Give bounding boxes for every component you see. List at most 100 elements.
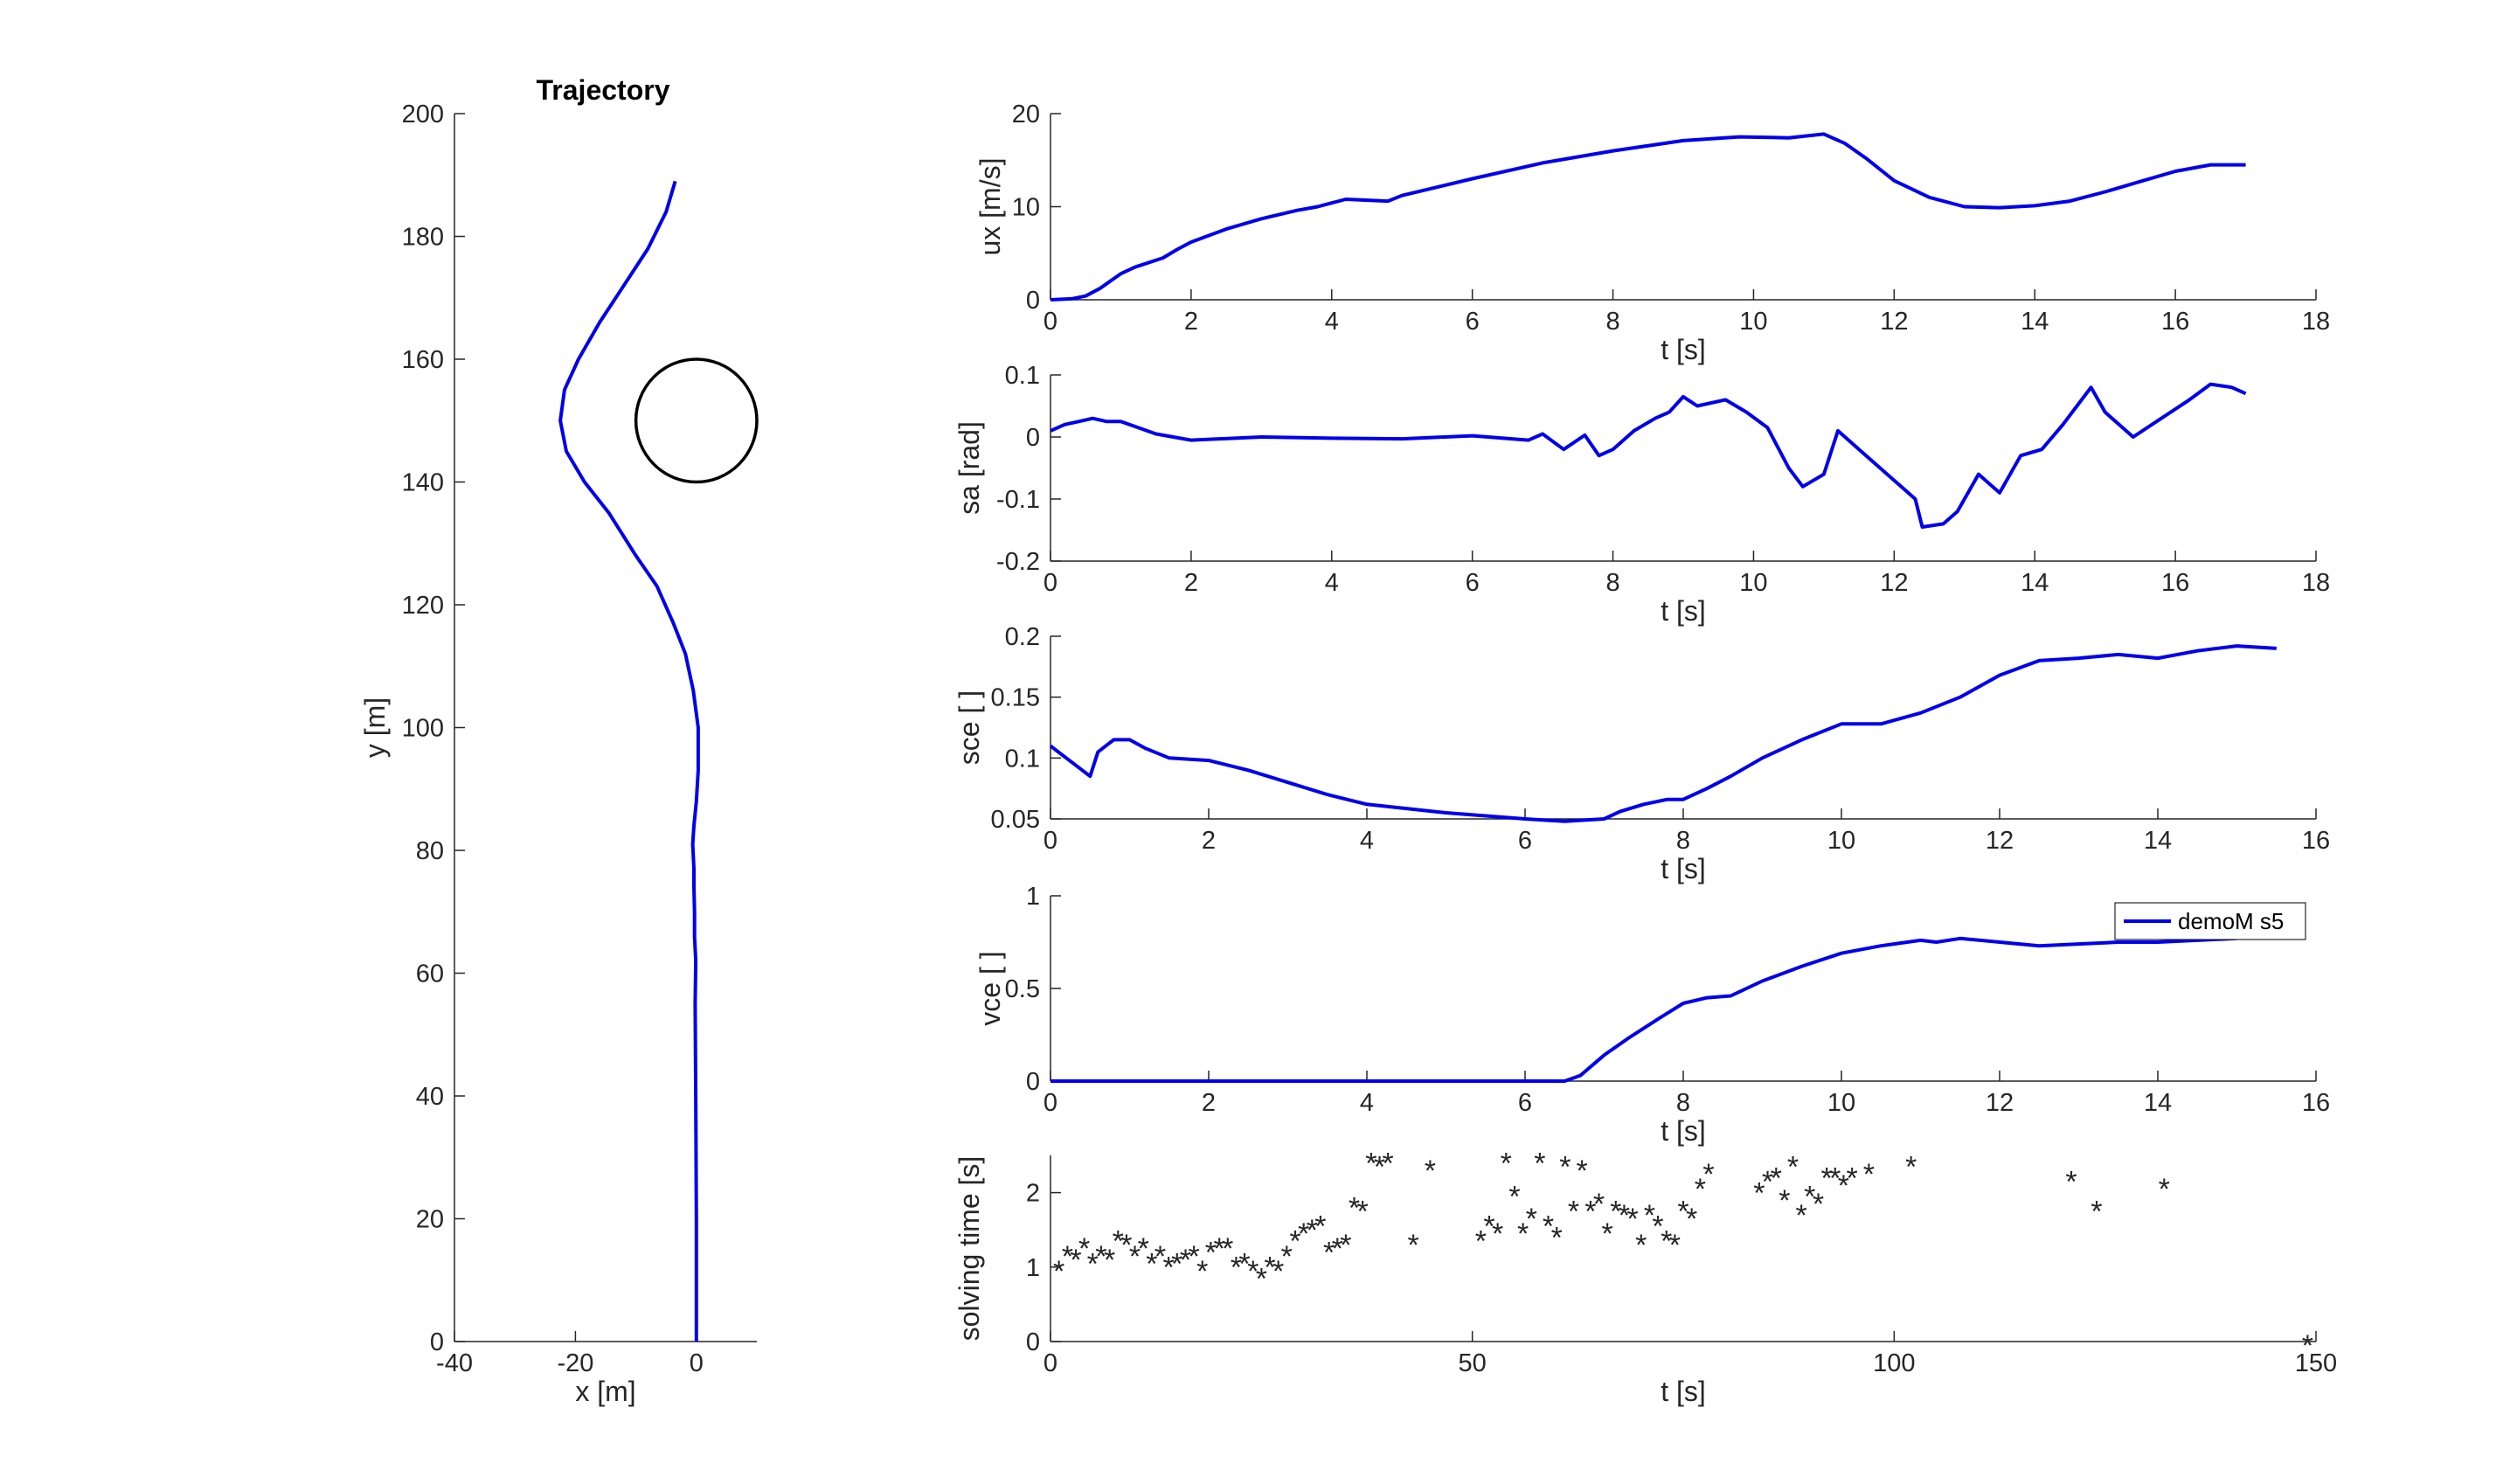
scatter-point: * <box>1323 1237 1335 1270</box>
y-tick-label: 2 <box>1026 1180 1040 1208</box>
sce-plot: 0 2 4 6 8 10 12 14 16 0.05 0.1 0.15 0.2 t [s] sce [ ] <box>953 623 2330 884</box>
y-tick-label: 160 <box>402 346 444 374</box>
scatter-point: * <box>1171 1247 1182 1280</box>
y-tick-label: 0.1 <box>1005 745 1040 773</box>
scatter-point: * <box>1863 1158 1875 1191</box>
y-tick-label: 10 <box>1012 194 1040 222</box>
scatter-point: * <box>1568 1196 1579 1229</box>
scatter-point: * <box>1340 1229 1351 1262</box>
scatter-point: * <box>1702 1158 1714 1191</box>
y-axis-label: sce [ ] <box>953 690 985 765</box>
x-tick-label: 0 <box>1044 827 1057 855</box>
y-tick-label: 0.15 <box>991 684 1040 712</box>
scatter-point: * <box>1508 1181 1520 1214</box>
series-line-sa <box>1050 382 2247 529</box>
scatter-point: * <box>1120 1229 1132 1262</box>
scatter-point: * <box>1087 1247 1099 1280</box>
series-line-ux <box>1050 132 2246 302</box>
x-tick-label: 150 <box>2295 1349 2337 1377</box>
scatter-point: * <box>1829 1162 1841 1195</box>
scatter-point: * <box>1626 1203 1638 1236</box>
scatter-point: * <box>1053 1255 1064 1288</box>
x-tick-label: 14 <box>2021 569 2049 597</box>
series-line-vce <box>1050 936 2237 1083</box>
x-tick-label: 14 <box>2144 1089 2172 1117</box>
y-tick-label: 0.5 <box>1005 975 1040 1003</box>
x-tick-label: 0 <box>690 1349 704 1377</box>
legend-entry: demoM s5 <box>2178 908 2284 934</box>
scatter-point: * <box>1577 1155 1588 1188</box>
scatter-point: * <box>1256 1262 1267 1295</box>
scatter-point: * <box>1138 1232 1149 1266</box>
scatter-point: * <box>1475 1225 1487 1259</box>
scatter-point: * <box>1180 1244 1191 1277</box>
y-tick-label: 20 <box>1012 101 1040 128</box>
scatter-point: * <box>1635 1229 1647 1262</box>
scatter-point: * <box>2091 1196 2102 1229</box>
scatter-point: * <box>1247 1255 1258 1288</box>
y-axis-label: sa [rad] <box>953 421 985 515</box>
y-axis-label: solving time [s] <box>953 1156 985 1342</box>
scatter-point: * <box>1584 1196 1596 1229</box>
x-tick-label: 8 <box>1676 1089 1690 1117</box>
x-tick-label: 8 <box>1605 308 1619 336</box>
scatter-point: * <box>1238 1247 1250 1280</box>
scatter-point: * <box>1762 1166 1773 1199</box>
x-tick-label: 100 <box>1873 1349 1915 1377</box>
scatter-point: * <box>1062 1240 1073 1273</box>
scatter-point: * <box>1298 1217 1309 1251</box>
vce-plot: 0 2 4 6 8 10 12 14 16 0 0.5 1 t [s] vce [ ] demoM s5 <box>974 883 2330 1147</box>
scatter-point: * <box>1771 1162 1782 1195</box>
scatter-point: * <box>1804 1181 1815 1214</box>
x-tick-label: 14 <box>2144 827 2172 855</box>
x-tick-label: 6 <box>1466 569 1480 597</box>
scatter-point: * <box>1501 1147 1512 1180</box>
x-tick-label: 10 <box>1739 308 1767 336</box>
scatter-point: * <box>1846 1162 1857 1195</box>
scatter-point: * <box>1188 1240 1199 1273</box>
scatter-point: * <box>1163 1252 1175 1285</box>
scatter-point: * <box>2302 1329 2313 1363</box>
scatter-point: * <box>1610 1196 1621 1229</box>
scatter-point: * <box>1593 1188 1605 1221</box>
scatter-point: * <box>1146 1247 1157 1280</box>
scatter-point: * <box>1205 1237 1217 1270</box>
y-tick-label: -0.1 <box>996 486 1040 514</box>
scatter-point: * <box>1669 1229 1681 1262</box>
x-tick-label: 0 <box>1044 1349 1057 1377</box>
scatter-point: * <box>1661 1225 1672 1259</box>
scatter-point: * <box>1281 1240 1293 1273</box>
x-tick-label: 12 <box>1880 569 1908 597</box>
scatter-point: * <box>1677 1196 1688 1229</box>
scatter-point: * <box>1543 1210 1554 1244</box>
y-tick-label: 0 <box>1026 287 1040 315</box>
scatter-point: * <box>1070 1244 1081 1277</box>
y-tick-label: 100 <box>402 715 444 743</box>
y-tick-label: 60 <box>416 960 444 988</box>
y-tick-label: 20 <box>416 1206 444 1234</box>
scatter-point: * <box>1357 1196 1369 1229</box>
ux-plot: 0 2 4 6 8 10 12 14 16 18 0 10 20 t [s] ux [m/s] <box>974 101 2330 365</box>
scatter-point: * <box>1551 1221 1563 1254</box>
scatter-point: * <box>1154 1240 1166 1273</box>
y-tick-label: 80 <box>416 837 444 865</box>
x-tick-label: 0 <box>1044 308 1057 336</box>
y-tick-label: 1 <box>1026 1254 1040 1282</box>
x-tick-label: 18 <box>2302 569 2330 597</box>
x-tick-label: 10 <box>1739 569 1767 597</box>
scatter-point: * <box>1332 1232 1343 1266</box>
x-tick-label: 8 <box>1676 827 1690 855</box>
x-tick-label: 0 <box>1044 569 1057 597</box>
scatter-point: * <box>1753 1176 1765 1210</box>
y-axis-label: vce [ ] <box>974 951 1006 1025</box>
x-tick-label: 12 <box>1986 827 2014 855</box>
scatter-point: * <box>1787 1151 1799 1184</box>
x-tick-label: 18 <box>2302 308 2330 336</box>
scatter-point: * <box>1272 1255 1284 1288</box>
y-tick-label: 1 <box>1026 883 1040 911</box>
x-axis-label: t [s] <box>1661 1376 1706 1407</box>
series-line-trajectory <box>558 180 700 1342</box>
scatter-point: * <box>1492 1217 1503 1251</box>
y-tick-label: 200 <box>402 101 444 128</box>
